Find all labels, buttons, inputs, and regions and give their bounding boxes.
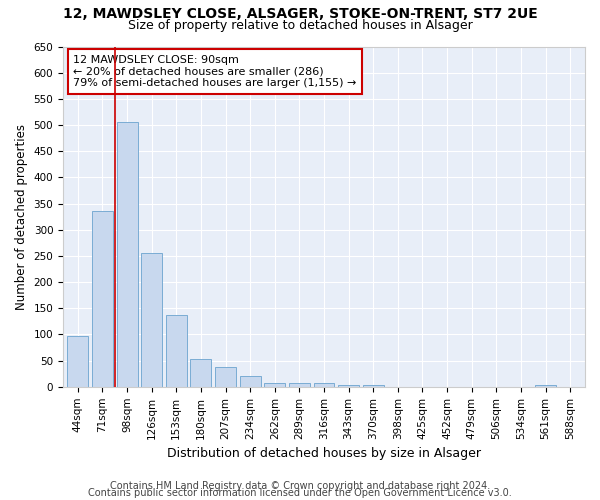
Bar bbox=[535, 384, 556, 387]
Bar bbox=[363, 384, 384, 387]
Bar bbox=[265, 382, 285, 387]
Text: 12 MAWDSLEY CLOSE: 90sqm
← 20% of detached houses are smaller (286)
79% of semi-: 12 MAWDSLEY CLOSE: 90sqm ← 20% of detach… bbox=[73, 55, 357, 88]
Bar bbox=[166, 314, 187, 387]
Bar bbox=[92, 212, 113, 387]
Bar bbox=[116, 122, 137, 387]
Bar bbox=[190, 359, 211, 387]
X-axis label: Distribution of detached houses by size in Alsager: Distribution of detached houses by size … bbox=[167, 447, 481, 460]
Y-axis label: Number of detached properties: Number of detached properties bbox=[15, 124, 28, 310]
Bar bbox=[215, 368, 236, 387]
Text: Contains public sector information licensed under the Open Government Licence v3: Contains public sector information licen… bbox=[88, 488, 512, 498]
Bar bbox=[141, 254, 162, 387]
Bar bbox=[239, 376, 260, 387]
Text: 12, MAWDSLEY CLOSE, ALSAGER, STOKE-ON-TRENT, ST7 2UE: 12, MAWDSLEY CLOSE, ALSAGER, STOKE-ON-TR… bbox=[62, 8, 538, 22]
Bar bbox=[67, 336, 88, 387]
Bar bbox=[314, 382, 334, 387]
Text: Contains HM Land Registry data © Crown copyright and database right 2024.: Contains HM Land Registry data © Crown c… bbox=[110, 481, 490, 491]
Text: Size of property relative to detached houses in Alsager: Size of property relative to detached ho… bbox=[128, 19, 472, 32]
Bar bbox=[289, 382, 310, 387]
Bar bbox=[338, 384, 359, 387]
